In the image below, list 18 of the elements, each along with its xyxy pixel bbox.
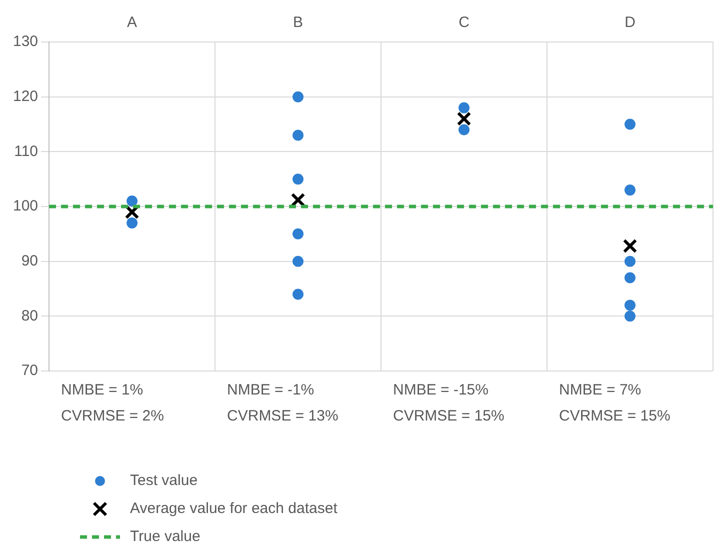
legend-label: True value [130, 528, 200, 546]
x-tick-label: A [127, 14, 138, 32]
y-tick-label: 70 [21, 362, 38, 380]
x-tick-label: B [293, 14, 304, 32]
x-tick-label: C [458, 14, 470, 32]
y-tick-label: 100 [12, 198, 38, 215]
x-tick-label: D [624, 14, 636, 32]
text: NMBE = 7% CVRMSE = 15% [559, 382, 670, 425]
y-tick-label: 90 [21, 252, 38, 270]
text: NMBE = -15% CVRMSE = 15% [393, 382, 504, 425]
y-tick-label: 130 [12, 33, 38, 50]
y-tick-label: 110 [14, 142, 38, 160]
y-tick-label: 120 [12, 88, 38, 105]
legend-label: Test value [130, 472, 198, 490]
y-tick-label: 80 [21, 307, 38, 324]
text: NMBE = 1% CVRMSE = 2% [61, 382, 164, 425]
legend-label: Average value for each dataset [130, 500, 338, 518]
text: NMBE = -1% CVRMSE = 13% [227, 382, 338, 425]
